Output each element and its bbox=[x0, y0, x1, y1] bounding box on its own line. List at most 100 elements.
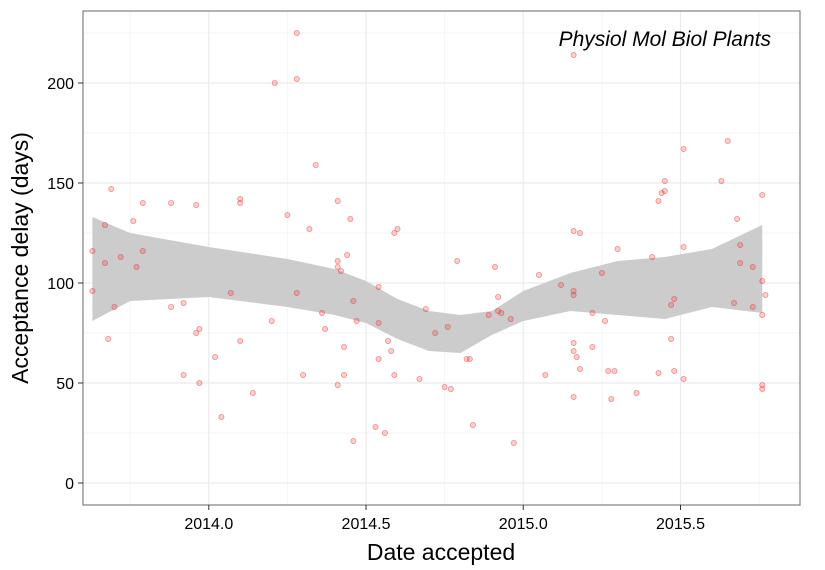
data-point bbox=[536, 271, 543, 278]
data-point bbox=[759, 385, 766, 392]
data-point bbox=[542, 371, 549, 378]
data-point bbox=[340, 371, 347, 378]
data-point bbox=[649, 253, 656, 260]
data-point bbox=[447, 385, 454, 392]
data-point bbox=[249, 389, 256, 396]
data-point bbox=[573, 353, 580, 360]
data-point bbox=[139, 247, 146, 254]
data-point bbox=[347, 215, 354, 222]
data-point bbox=[117, 253, 124, 260]
data-point bbox=[510, 439, 517, 446]
data-point bbox=[300, 371, 307, 378]
data-point bbox=[139, 199, 146, 206]
x-tick-label: 2014.0 bbox=[184, 516, 233, 533]
data-point bbox=[180, 371, 187, 378]
data-point bbox=[661, 177, 668, 184]
data-point bbox=[762, 291, 769, 298]
data-point bbox=[558, 281, 565, 288]
data-point bbox=[340, 343, 347, 350]
y-tick-label: 0 bbox=[65, 476, 74, 493]
data-point bbox=[570, 393, 577, 400]
data-point bbox=[89, 287, 96, 294]
data-point bbox=[576, 229, 583, 236]
data-point bbox=[193, 329, 200, 336]
data-point bbox=[759, 191, 766, 198]
data-point bbox=[193, 201, 200, 208]
data-point bbox=[759, 311, 766, 318]
data-points-layer bbox=[89, 29, 769, 446]
data-point bbox=[284, 211, 291, 218]
x-tick-label: 2015.0 bbox=[499, 516, 548, 533]
data-point bbox=[432, 329, 439, 336]
y-axis: 0 50 100 150 200 bbox=[47, 76, 83, 493]
y-tick-label: 50 bbox=[56, 376, 74, 393]
data-point bbox=[655, 369, 662, 376]
data-point bbox=[293, 76, 300, 83]
data-point bbox=[394, 225, 401, 232]
data-point bbox=[381, 429, 388, 436]
data-point bbox=[680, 145, 687, 152]
data-point bbox=[661, 187, 668, 194]
data-point bbox=[570, 287, 577, 294]
confidence-band bbox=[92, 217, 763, 353]
data-point bbox=[668, 301, 675, 308]
data-point bbox=[734, 215, 741, 222]
data-point bbox=[334, 197, 341, 204]
data-point bbox=[737, 241, 744, 248]
panel-border bbox=[82, 10, 801, 506]
data-point bbox=[306, 225, 313, 232]
data-point bbox=[724, 137, 731, 144]
data-point bbox=[237, 199, 244, 206]
data-point bbox=[441, 383, 448, 390]
data-point bbox=[491, 263, 498, 270]
confidence-band-layer bbox=[92, 217, 763, 353]
data-point bbox=[89, 247, 96, 254]
data-point bbox=[212, 353, 219, 360]
data-point bbox=[608, 395, 615, 402]
x-axis: 2014.0 2014.5 2015.0 2015.5 bbox=[184, 505, 705, 533]
data-point bbox=[130, 217, 137, 224]
data-point bbox=[680, 375, 687, 382]
data-point bbox=[312, 161, 319, 168]
data-point bbox=[576, 365, 583, 372]
data-point bbox=[168, 199, 175, 206]
data-point bbox=[334, 381, 341, 388]
data-point bbox=[271, 80, 278, 87]
data-point bbox=[570, 291, 577, 298]
data-point bbox=[375, 283, 382, 290]
data-point bbox=[227, 289, 234, 296]
data-point bbox=[668, 335, 675, 342]
data-point bbox=[384, 337, 391, 344]
data-point bbox=[111, 303, 118, 310]
data-point bbox=[495, 307, 502, 314]
data-point bbox=[102, 221, 109, 228]
data-point bbox=[196, 379, 203, 386]
data-point bbox=[196, 325, 203, 332]
data-point bbox=[655, 197, 662, 204]
data-point bbox=[671, 295, 678, 302]
data-point bbox=[105, 335, 112, 342]
data-point bbox=[466, 355, 473, 362]
data-point bbox=[375, 319, 382, 326]
data-point bbox=[372, 423, 379, 430]
data-point bbox=[454, 257, 461, 264]
x-tick-label: 2015.5 bbox=[656, 516, 705, 533]
data-point bbox=[463, 355, 470, 362]
data-point bbox=[680, 243, 687, 250]
data-point bbox=[180, 299, 187, 306]
data-point bbox=[633, 389, 640, 396]
y-tick-label: 200 bbox=[47, 76, 74, 93]
data-point bbox=[749, 263, 756, 270]
data-point bbox=[589, 343, 596, 350]
data-point bbox=[337, 267, 344, 274]
x-tick-label: 2014.5 bbox=[342, 516, 391, 533]
data-point bbox=[589, 309, 596, 316]
y-tick-label: 150 bbox=[47, 176, 74, 193]
data-point bbox=[168, 303, 175, 310]
journal-annotation: Physiol Mol Biol Plants bbox=[559, 28, 772, 51]
data-point bbox=[237, 337, 244, 344]
data-point bbox=[759, 277, 766, 284]
y-tick-label: 100 bbox=[47, 276, 74, 293]
data-point bbox=[498, 309, 505, 316]
data-point bbox=[102, 259, 109, 266]
